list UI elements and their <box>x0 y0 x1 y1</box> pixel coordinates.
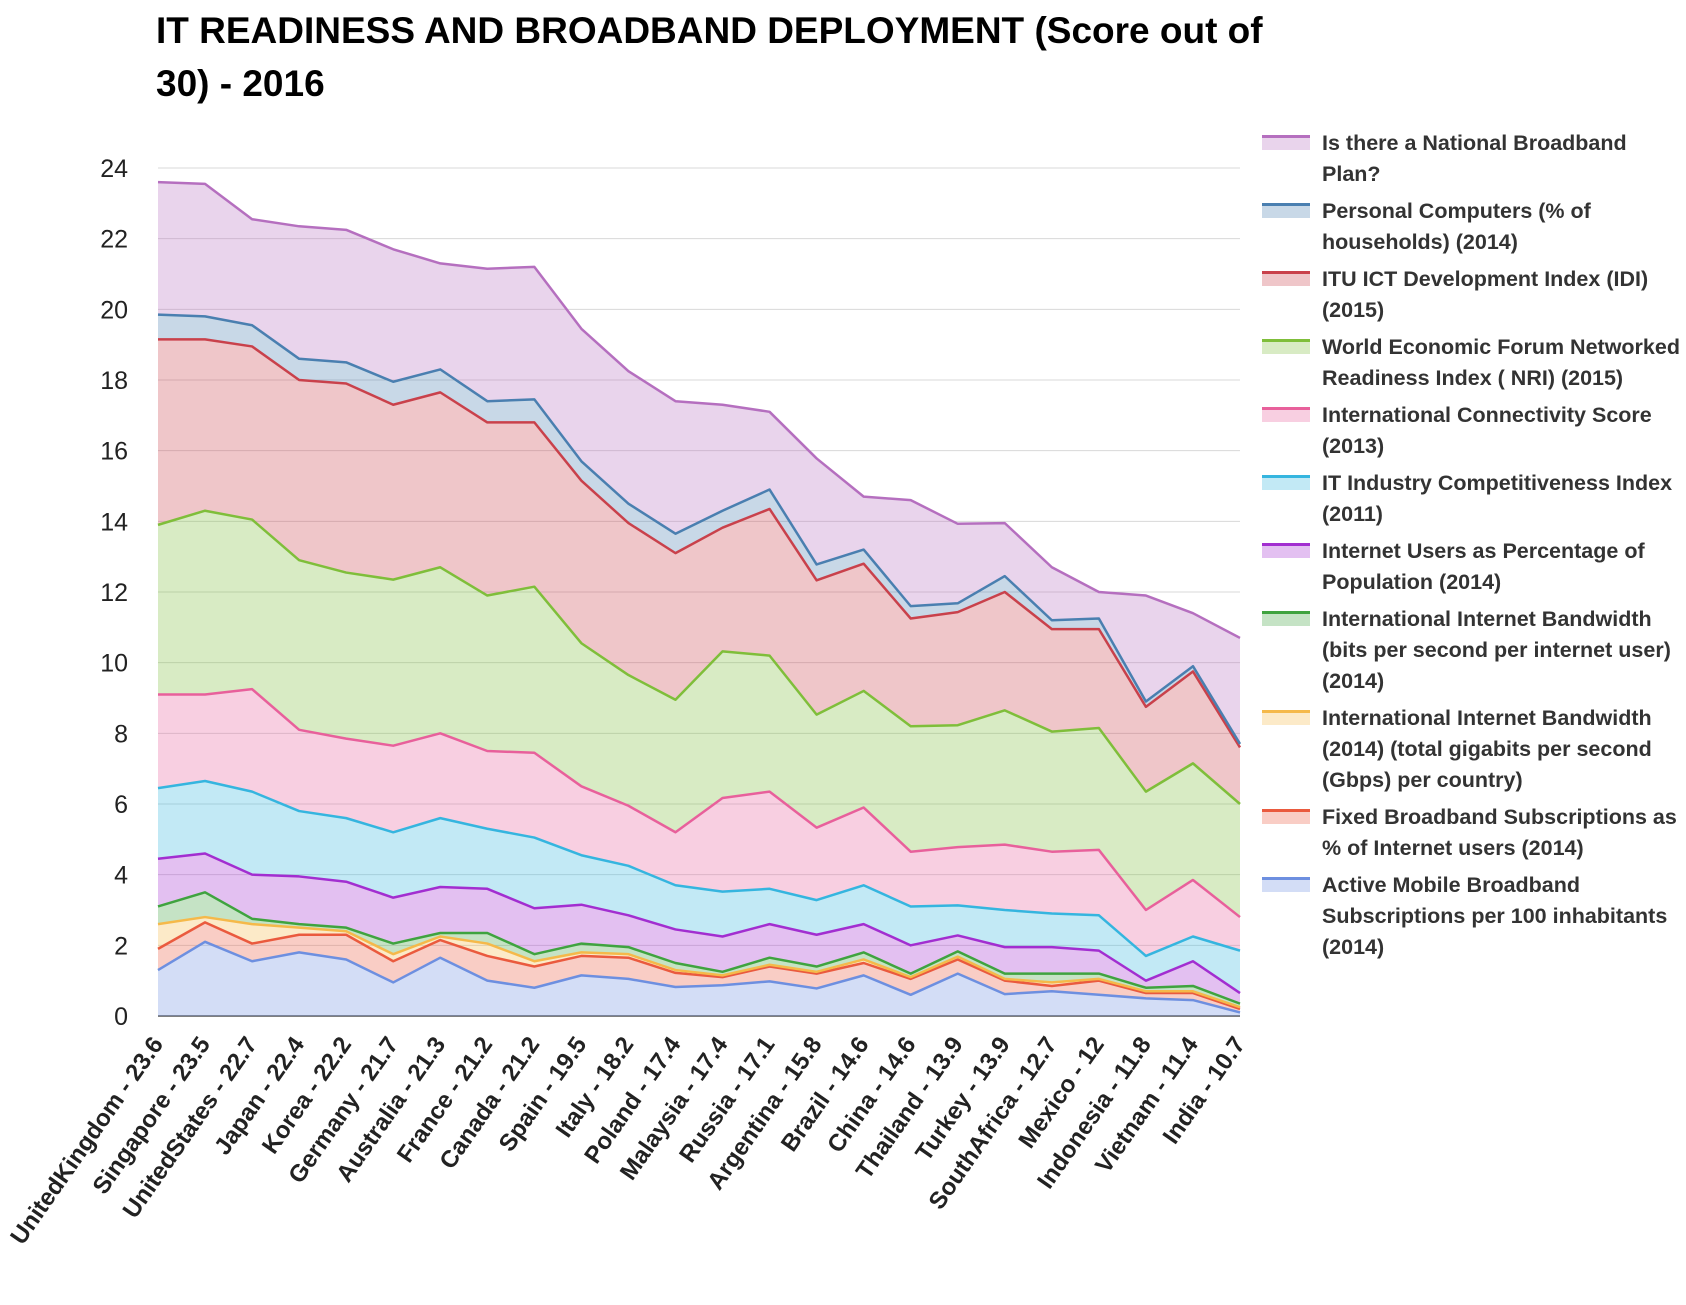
series-area <box>158 689 1240 956</box>
legend-item: Active Mobile Broadband Subscriptions pe… <box>1262 870 1686 963</box>
y-tick-label: 0 <box>114 1003 128 1031</box>
legend-swatch <box>1262 132 1310 150</box>
y-tick-label: 20 <box>100 296 128 324</box>
series-line <box>157 779 1241 958</box>
series-line <box>157 921 1241 1011</box>
legend-label: Active Mobile Broadband Subscriptions pe… <box>1322 873 1668 959</box>
legend-label: IT Industry Competitiveness Index (2011) <box>1322 471 1673 526</box>
series-line <box>157 915 1241 1009</box>
y-tick-label: 2 <box>114 932 128 960</box>
legend-label: International Connectivity Score (2013) <box>1322 403 1652 458</box>
y-tick-label: 4 <box>114 862 128 890</box>
legend-label: World Economic Forum Networked Readiness… <box>1322 335 1680 390</box>
y-tick-label: 22 <box>100 226 128 254</box>
y-tick-label: 16 <box>100 438 128 466</box>
series-line <box>157 940 1241 1014</box>
y-tick-label: 18 <box>100 367 128 395</box>
legend-item: Internet Users as Percentage of Populati… <box>1262 536 1686 598</box>
series-area <box>158 339 1240 804</box>
legend-swatch <box>1262 874 1310 892</box>
legend-swatch <box>1262 404 1310 422</box>
series-area <box>158 182 1240 744</box>
series-area <box>158 853 1240 1004</box>
y-tick-label: 14 <box>100 508 128 536</box>
series-area <box>158 781 1240 994</box>
y-tick-label: 12 <box>100 579 128 607</box>
y-tick-label: 24 <box>100 155 128 183</box>
series-line <box>158 338 1242 749</box>
legend-item: ITU ICT Development Index (IDI) (2015) <box>1262 264 1686 326</box>
legend-swatch <box>1262 268 1310 286</box>
legend-label: Personal Computers (% of households) (20… <box>1322 199 1591 254</box>
legend-swatch <box>1262 200 1310 218</box>
legend-item: IT Industry Competitiveness Index (2011) <box>1262 468 1686 530</box>
legend-swatch <box>1262 540 1310 558</box>
legend-item: World Economic Forum Networked Readiness… <box>1262 332 1686 394</box>
series-line <box>158 687 1241 919</box>
series-area <box>158 510 1240 918</box>
legend-label: ITU ICT Development Index (IDI) (2015) <box>1322 267 1649 322</box>
chart-title: IT READINESS AND BROADBAND DEPLOYMENT (S… <box>156 10 1263 104</box>
y-tick-label: 6 <box>114 791 128 819</box>
series-line <box>157 852 1241 995</box>
line-series-group <box>157 180 1242 1014</box>
series-line <box>157 891 1241 1005</box>
series-line <box>157 313 1242 745</box>
legend-item: Fixed Broadband Subscriptions as % of In… <box>1262 802 1686 864</box>
legend-item: International Internet Bandwidth (bits p… <box>1262 604 1686 697</box>
legend-item: International Connectivity Score (2013) <box>1262 400 1686 462</box>
legend-swatch <box>1262 336 1310 354</box>
y-tick-label: 10 <box>100 650 128 678</box>
legend-label: Internet Users as Percentage of Populati… <box>1322 539 1645 594</box>
legend-swatch <box>1262 806 1310 824</box>
series-area <box>158 922 1240 1013</box>
legend-item: Personal Computers (% of households) (20… <box>1262 196 1686 258</box>
chart-legend: Is there a National Broadband Plan? Perso… <box>1262 128 1686 969</box>
legend-label: Fixed Broadband Subscriptions as % of In… <box>1322 805 1677 860</box>
legend-swatch <box>1262 472 1310 490</box>
legend-label: International Internet Bandwidth (bits p… <box>1322 607 1671 693</box>
legend-swatch <box>1262 707 1310 725</box>
legend-swatch <box>1262 608 1310 626</box>
area-series-group <box>158 182 1240 1016</box>
legend-item: Is there a National Broadband Plan? <box>1262 128 1686 190</box>
series-line <box>157 180 1241 640</box>
series-line <box>157 509 1241 805</box>
legend-item: International Internet Bandwidth (2014) … <box>1262 703 1686 796</box>
series-area <box>158 941 1240 1016</box>
legend-label: Is there a National Broadband Plan? <box>1322 131 1627 186</box>
legend-label: International Internet Bandwidth (2014) … <box>1322 706 1652 792</box>
y-tick-label: 8 <box>114 720 128 748</box>
series-area <box>158 314 1240 748</box>
